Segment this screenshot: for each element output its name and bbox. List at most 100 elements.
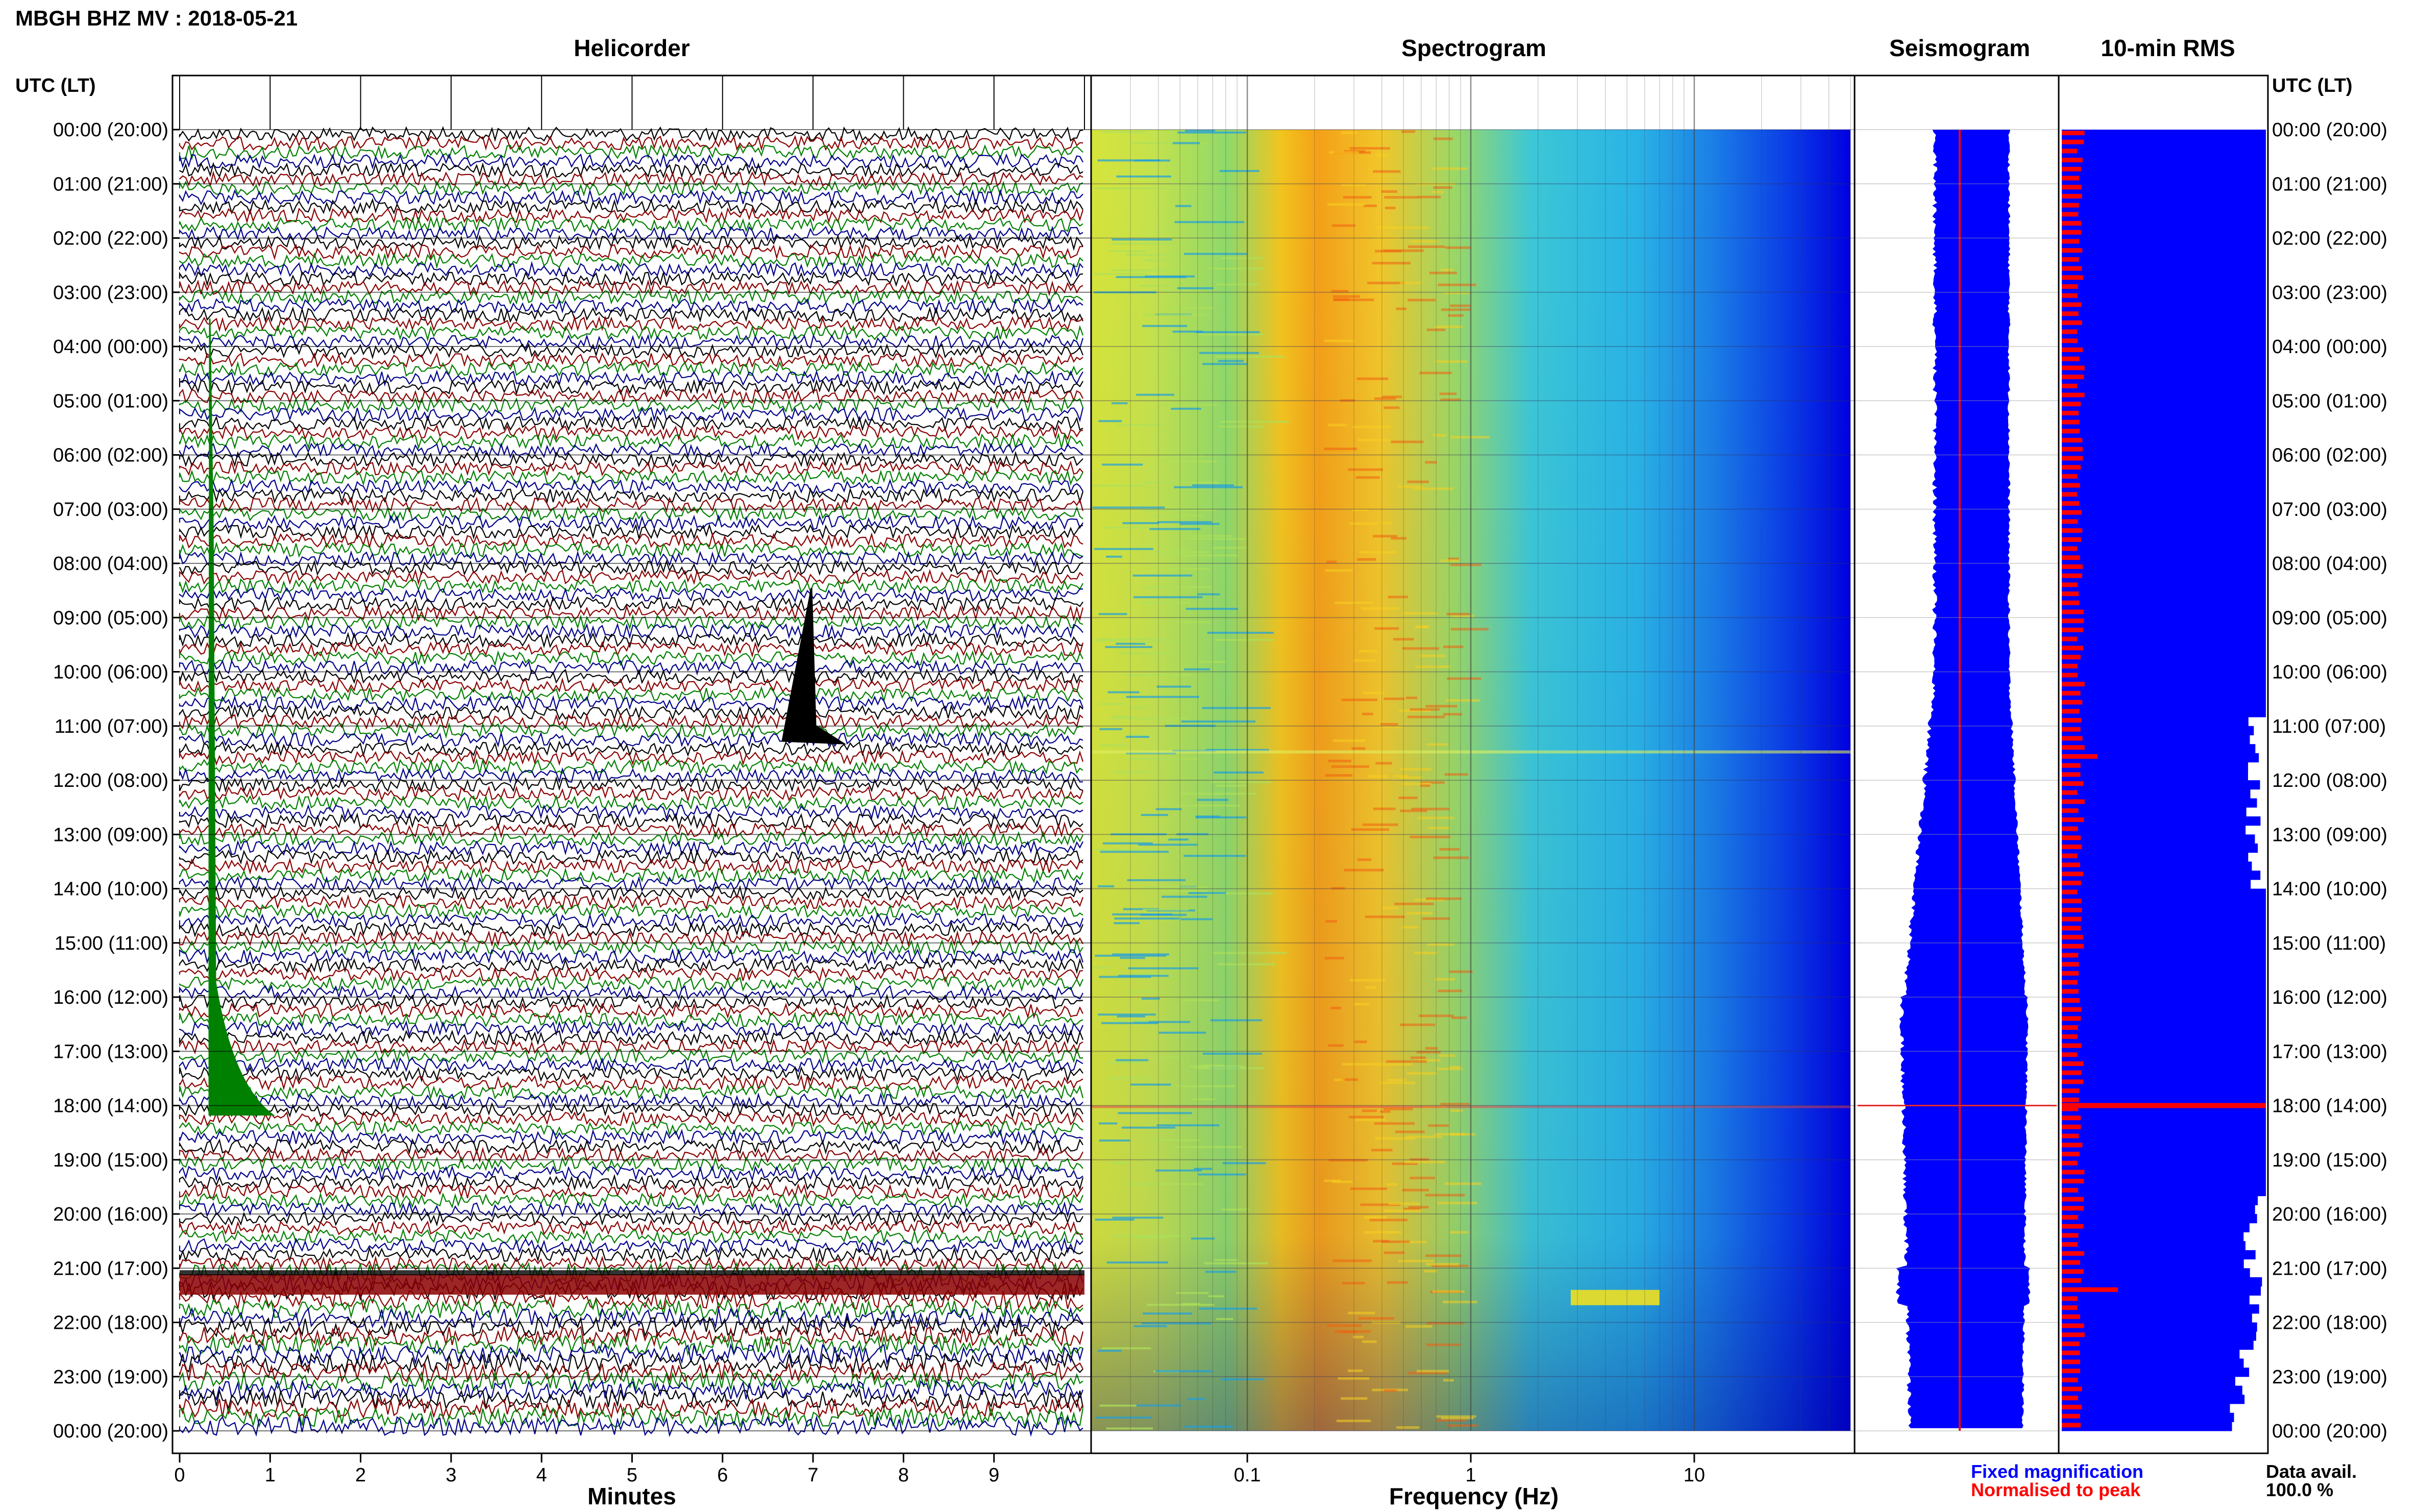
helicorder-trace-line xyxy=(179,243,1083,261)
spectrogram-streak xyxy=(1182,999,1219,1002)
spectrogram-streak xyxy=(1176,1292,1209,1294)
helicorder-trace-line xyxy=(179,568,1083,586)
rms-bar-normalised xyxy=(2062,546,2078,551)
rms-bar-normalised xyxy=(2062,772,2081,777)
spectrogram-streak xyxy=(1342,1063,1383,1066)
rms-bar-normalised xyxy=(2062,375,2084,380)
spectrogram-title: Spectrogram xyxy=(1401,35,1546,61)
rms-bar-fixed xyxy=(2062,238,2266,247)
spectrogram-streak xyxy=(1437,1201,1477,1204)
spectrogram-streak xyxy=(1439,1054,1455,1057)
rms-bar-normalised xyxy=(2062,519,2078,524)
helicorder-trace-line xyxy=(179,550,1083,568)
spectrogram-streak xyxy=(1433,186,1452,189)
spectrogram-streak xyxy=(1112,238,1172,241)
spectrogram-streak xyxy=(1436,1415,1476,1418)
rms-bar-fixed xyxy=(2062,545,2266,555)
spectrogram-streak xyxy=(1334,1078,1345,1081)
spectrogram-streak xyxy=(1364,1216,1387,1219)
time-label-right: 13:00 (09:00) xyxy=(2272,824,2387,846)
rms-bar-normalised xyxy=(2062,166,2082,171)
rms-bar-fixed xyxy=(2062,130,2266,139)
spectrogram-streak xyxy=(1092,506,1165,509)
spectrogram-streak xyxy=(1112,1217,1164,1219)
spectrogram-streak xyxy=(1400,776,1422,779)
rms-bar-normalised xyxy=(2062,221,2082,226)
spectrogram-streak xyxy=(1101,1022,1158,1024)
time-label-left: 16:00 (12:00) xyxy=(53,987,168,1008)
spectrogram-streak xyxy=(1364,1231,1401,1234)
rms-bar-normalised xyxy=(2062,266,2082,271)
spectrogram-streak xyxy=(1159,290,1201,292)
helicorder-trace-line xyxy=(179,586,1083,603)
spectrogram-streak xyxy=(1192,484,1235,487)
helicorder-trace-line xyxy=(179,1182,1083,1200)
helicorder-trace-line xyxy=(179,804,1083,821)
rms-bar-fixed xyxy=(2062,997,2266,1007)
rms-bar-fixed xyxy=(2062,816,2261,826)
spectrogram-streak xyxy=(1145,259,1177,262)
rms-bar-fixed xyxy=(2062,509,2266,518)
rms-bar-normalised xyxy=(2062,944,2084,949)
rms-bar-fixed xyxy=(2062,301,2266,311)
spectrogram-streak xyxy=(1440,1103,1470,1106)
spectrogram-streak xyxy=(1094,548,1153,550)
time-label-right: 19:00 (15:00) xyxy=(2272,1150,2387,1171)
time-label-right: 17:00 (13:00) xyxy=(2272,1041,2387,1062)
spectrogram-streak xyxy=(1425,1254,1462,1257)
rms-bar-normalised xyxy=(2062,257,2079,262)
spectrogram-streak xyxy=(1388,1202,1420,1205)
time-label-right: 00:00 (20:00) xyxy=(2272,119,2387,141)
spectrogram-streak xyxy=(1427,943,1454,946)
rms-bar-normalised xyxy=(2062,311,2079,316)
rms-bar-normalised xyxy=(2062,1025,2078,1030)
spectrogram-streak xyxy=(1435,1419,1467,1422)
spectrogram-streak xyxy=(1191,1237,1215,1240)
spectrogram-streak xyxy=(1177,131,1246,134)
time-label-right: 04:00 (00:00) xyxy=(2272,336,2387,358)
spectrogram-streak xyxy=(1214,771,1264,774)
spectrogram-streak xyxy=(1353,1335,1364,1339)
rms-bar-normalised xyxy=(2062,872,2083,877)
time-label-right: 14:00 (10:00) xyxy=(2272,879,2387,900)
spectrogram-streak xyxy=(1198,333,1264,336)
rms-bar-normalised xyxy=(2062,998,2080,1003)
helicorder-trace-line xyxy=(179,912,1084,928)
spectrogram-streak xyxy=(1371,1321,1401,1324)
time-label-right: 09:00 (05:00) xyxy=(2272,607,2387,629)
spectrogram-streak xyxy=(1095,1417,1152,1419)
spectrogram-streak xyxy=(1130,1083,1171,1086)
rms-bar-fixed xyxy=(2062,211,2266,220)
spectrogram-streak xyxy=(1449,1133,1475,1136)
spectrogram-streak xyxy=(1432,1290,1465,1293)
minute-tick-label: 8 xyxy=(898,1465,909,1486)
spectrogram-streak xyxy=(1399,767,1432,771)
spectrogram-streak xyxy=(1152,514,1204,517)
spectrogram-streak xyxy=(1125,674,1192,677)
rms-bar-fixed xyxy=(2062,1376,2235,1386)
rms-bar-fixed xyxy=(2062,681,2266,690)
spectrogram-streak xyxy=(1126,254,1188,256)
time-label-left: 21:00 (17:00) xyxy=(53,1258,168,1279)
rms-bar-normalised xyxy=(2062,763,2081,768)
helicorder-trace-line xyxy=(179,1164,1083,1182)
spectrogram-streak xyxy=(1437,1068,1463,1071)
spectrogram-streak xyxy=(1142,509,1216,511)
rms-bar-fixed xyxy=(2062,1277,2262,1287)
helicorder-trace-line xyxy=(179,632,1083,649)
time-label-left: 14:00 (10:00) xyxy=(53,879,168,900)
rms-bar-fixed xyxy=(2062,192,2266,203)
rms-bar-normalised xyxy=(2062,1215,2078,1220)
helicorder-trace-line xyxy=(179,1138,1083,1155)
rms-bar-fixed xyxy=(2062,807,2247,817)
spectrogram-streak xyxy=(1441,268,1453,271)
spectrogram-streak xyxy=(1328,1044,1344,1047)
rms-bar-normalised xyxy=(2062,158,2083,163)
seismogram-envelope xyxy=(1895,130,2031,1428)
rms-bar-fixed xyxy=(2062,283,2266,293)
rms-bar-fixed xyxy=(2062,292,2266,302)
spectrogram-streak xyxy=(1402,1188,1429,1192)
spectrogram-streak xyxy=(1112,269,1189,271)
helicorder-trace-line xyxy=(179,1388,1084,1410)
spectrogram-streak xyxy=(1140,284,1173,287)
